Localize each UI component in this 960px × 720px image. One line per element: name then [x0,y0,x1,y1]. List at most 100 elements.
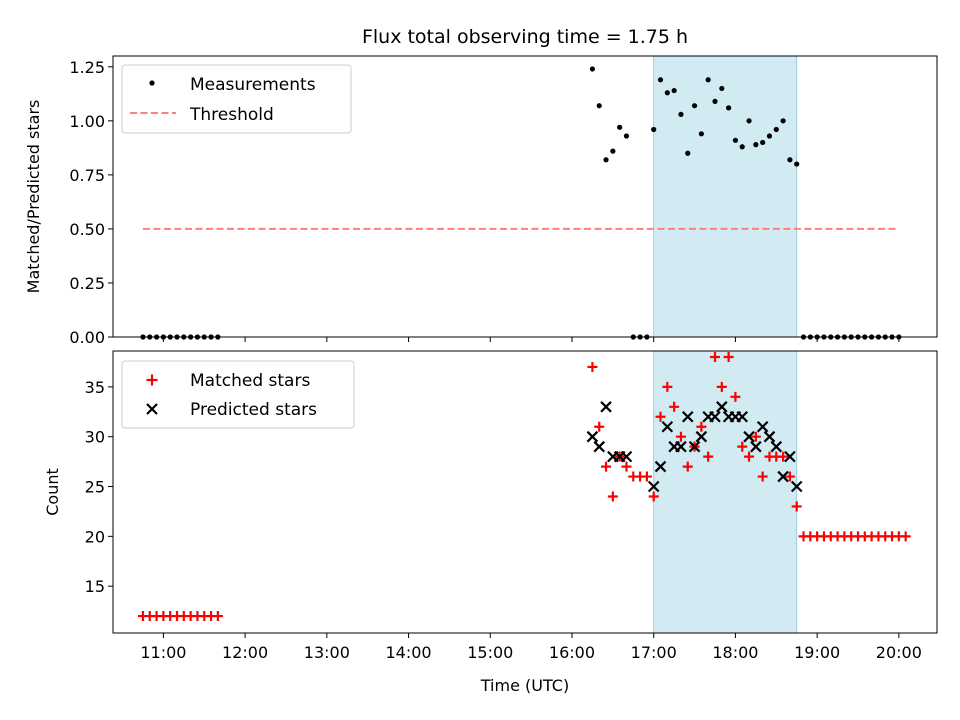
y-tick-label: 35 [85,378,105,397]
x-tick-label: 12:00 [222,643,268,662]
predicted-stars-point [681,410,694,423]
matched-stars-point [709,351,720,362]
matched-stars-point [791,501,802,512]
measurement-point [657,77,664,83]
legend-measurements-marker [149,80,155,86]
predicted-stars-point [777,470,789,483]
y-tick-label: 15 [85,577,105,596]
measurement-point [726,105,732,111]
predicted-stars-point [695,430,708,443]
x-tick-label: 16:00 [549,643,595,662]
measurement-point [753,142,759,148]
top-legend-box [121,64,352,134]
predicted-stars-point [675,440,687,453]
measurement-point [732,137,739,143]
y-tick-label: 1.25 [69,58,105,77]
top-panel: 0.00 0.25 0.50 0.75 1.00 1.25 Flux total obse… [24,26,938,347]
predicted-stars-point [661,420,674,433]
bottom-legend: Matched stars Predicted stars [121,360,355,429]
measurement-point [685,150,691,156]
legend-predicted-marker [146,403,158,415]
top-plot-frame [112,55,938,338]
legend-matched-marker [146,374,158,386]
y-tick-label: 30 [85,428,105,447]
legend-matched-label: Matched stars [190,371,310,391]
measurement-point [773,126,779,133]
measurement-point [651,126,657,133]
matched-stars-point [744,451,755,462]
predicted-stars-point [654,460,667,473]
y-tick-label: 20 [85,527,105,546]
legend-measurements-label: Measurements [190,75,316,95]
matched-stars-point [757,471,768,482]
matched-stars-point [750,431,761,442]
matched-stars-point [682,461,693,472]
x-tick-label: 13:00 [304,643,350,662]
y-tick-label: 1.00 [69,112,105,131]
matched-stars-point [730,391,741,402]
matched-stars-point [669,401,680,412]
matched-stars-point [601,461,612,472]
matched-stars-point [703,451,714,462]
predicted-stars-point [716,401,728,413]
predicted-stars-point [750,440,762,453]
top-chart-title: Flux total observing time = 1.75 h [362,26,688,48]
observing-span [653,350,798,634]
y-tick-label: 0.50 [69,220,105,239]
predicted-stars-point [743,430,755,443]
matched-stars-point [737,441,748,452]
x-tick-label: 18:00 [712,643,758,662]
x-tick-label: 11:00 [140,643,186,662]
top-legend: Measurements Threshold [121,64,352,134]
matched-stars-point [212,611,223,622]
predicted-stars-point [586,430,599,443]
y-tick-label: 0.25 [69,274,105,293]
measurement-point [698,131,704,137]
matched-stars-point [641,471,652,482]
y-tick-label: 0.00 [69,328,105,347]
y-tick-label: 0.75 [69,166,105,185]
measurement-point [603,157,609,163]
x-tick-label: 14:00 [385,643,431,662]
predicted-stars-point [736,410,749,423]
measurement-point [780,118,786,124]
measurement-point [739,144,745,150]
matched-stars-point [900,531,911,542]
bottom-plot-frame [112,350,938,634]
predicted-stars-point [620,450,633,463]
measurement-point [712,98,718,104]
matched-stars-point [778,451,789,462]
matched-stars-point [655,411,666,422]
matched-stars-point [696,421,707,432]
x-tick-label: 20:00 [876,643,922,662]
measurement-point [623,133,630,139]
predicted-stars-point [600,401,612,413]
measurement-point [794,161,800,167]
x-tick-label: 19:00 [794,643,840,662]
matched-stars-point [587,361,598,372]
predicted-stars-point [770,440,783,453]
matched-stars-point [675,431,686,442]
measurement-point [787,157,793,163]
bottom-y-axis-label: Count [43,468,62,516]
measurement-point [664,90,670,96]
measurement-point [610,148,616,154]
matched-stars-point [723,351,734,362]
predicted-stars-point [763,430,776,443]
measurement-point [617,124,623,130]
matched-stars-point [621,461,632,472]
matched-stars-point [662,381,673,392]
measurement-point [760,139,766,146]
observing-span [653,55,798,338]
bottom-legend-box [121,360,355,429]
predicted-stars-point [756,420,769,433]
predicted-stars-point [709,410,721,423]
matched-stars-point [594,421,605,432]
matched-stars-point [607,491,618,502]
measurement-point [678,111,684,117]
bottom-panel: 15 20 25 30 35 11:00 12:00 13:00 14:00 15:00 16:0… [43,350,938,695]
measurement-point [705,77,711,83]
top-y-axis-label: Matched/Predicted stars [24,100,43,294]
y-tick-label: 25 [85,478,105,497]
predicted-stars-point [790,480,803,493]
